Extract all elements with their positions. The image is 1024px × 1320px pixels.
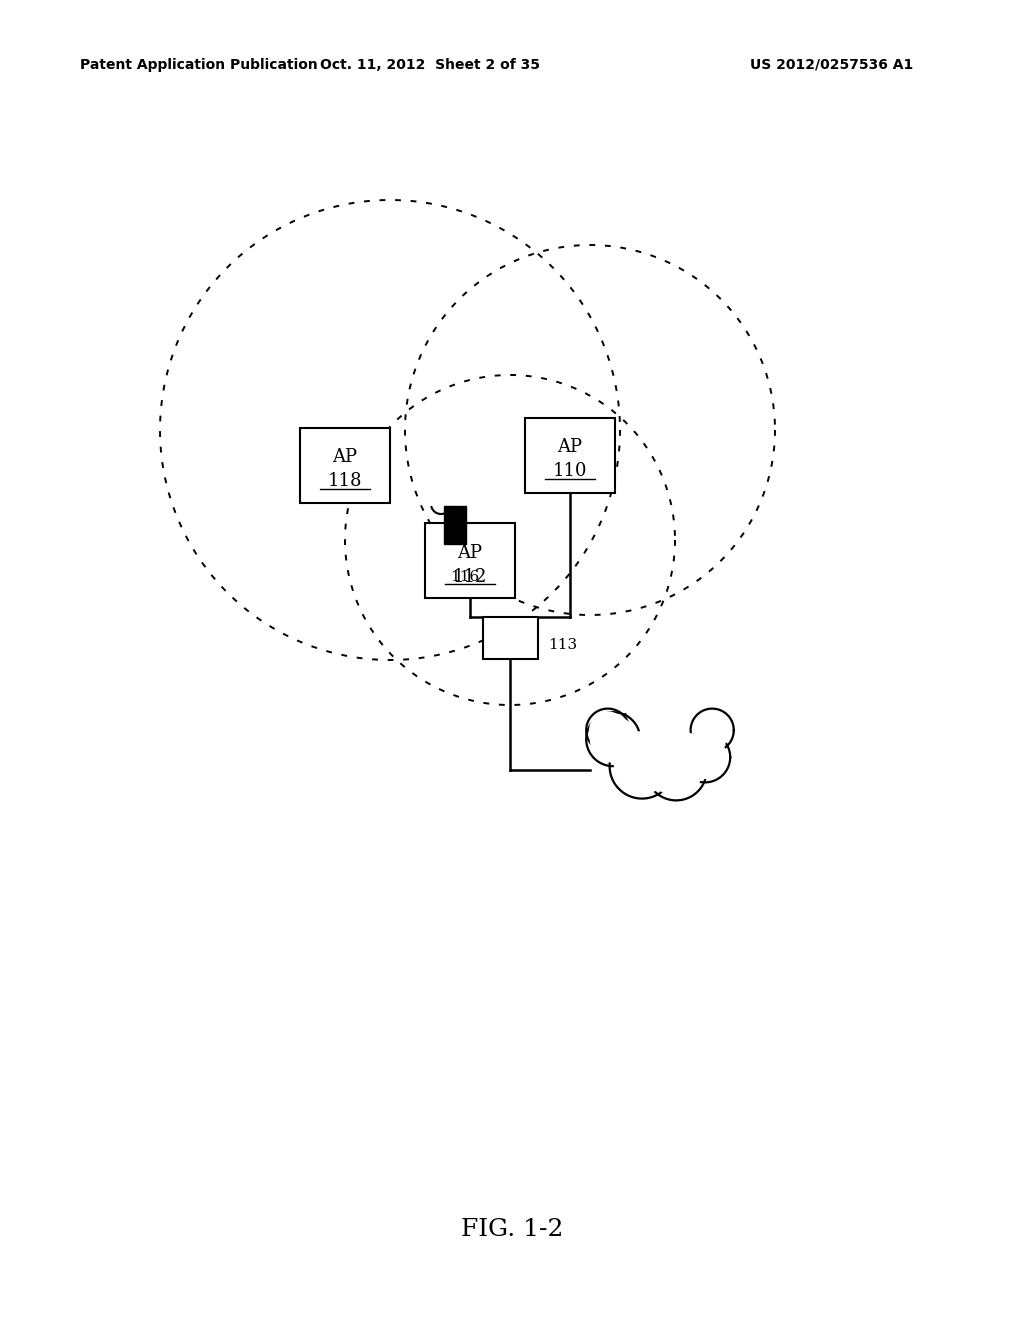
Text: Oct. 11, 2012  Sheet 2 of 35: Oct. 11, 2012 Sheet 2 of 35 — [319, 58, 540, 73]
Circle shape — [589, 711, 627, 748]
Circle shape — [613, 738, 670, 795]
Circle shape — [693, 711, 731, 748]
Text: AP: AP — [557, 438, 583, 457]
Circle shape — [590, 715, 637, 763]
Text: 118: 118 — [328, 473, 362, 491]
Bar — [444, 506, 466, 544]
Text: 116: 116 — [450, 570, 479, 583]
Text: 112: 112 — [453, 568, 487, 586]
Circle shape — [645, 739, 707, 800]
Text: Patent Application Publication: Patent Application Publication — [80, 58, 317, 73]
Circle shape — [609, 734, 675, 799]
Bar — [300, 428, 390, 503]
Text: 113: 113 — [548, 638, 578, 652]
Circle shape — [683, 735, 727, 779]
Bar — [482, 616, 538, 659]
Text: 114: 114 — [600, 713, 630, 727]
Text: FIG. 1-2: FIG. 1-2 — [461, 1218, 563, 1242]
Text: AP: AP — [333, 449, 357, 466]
Text: US 2012/0257536 A1: US 2012/0257536 A1 — [750, 58, 913, 73]
Text: AP: AP — [458, 544, 482, 561]
Circle shape — [586, 713, 640, 766]
Bar — [425, 523, 515, 598]
Ellipse shape — [601, 727, 719, 772]
Circle shape — [649, 743, 702, 796]
Ellipse shape — [604, 730, 716, 771]
Circle shape — [680, 733, 730, 783]
Circle shape — [690, 709, 734, 752]
Text: 110: 110 — [553, 462, 587, 480]
Bar — [525, 417, 615, 492]
Circle shape — [586, 709, 630, 752]
